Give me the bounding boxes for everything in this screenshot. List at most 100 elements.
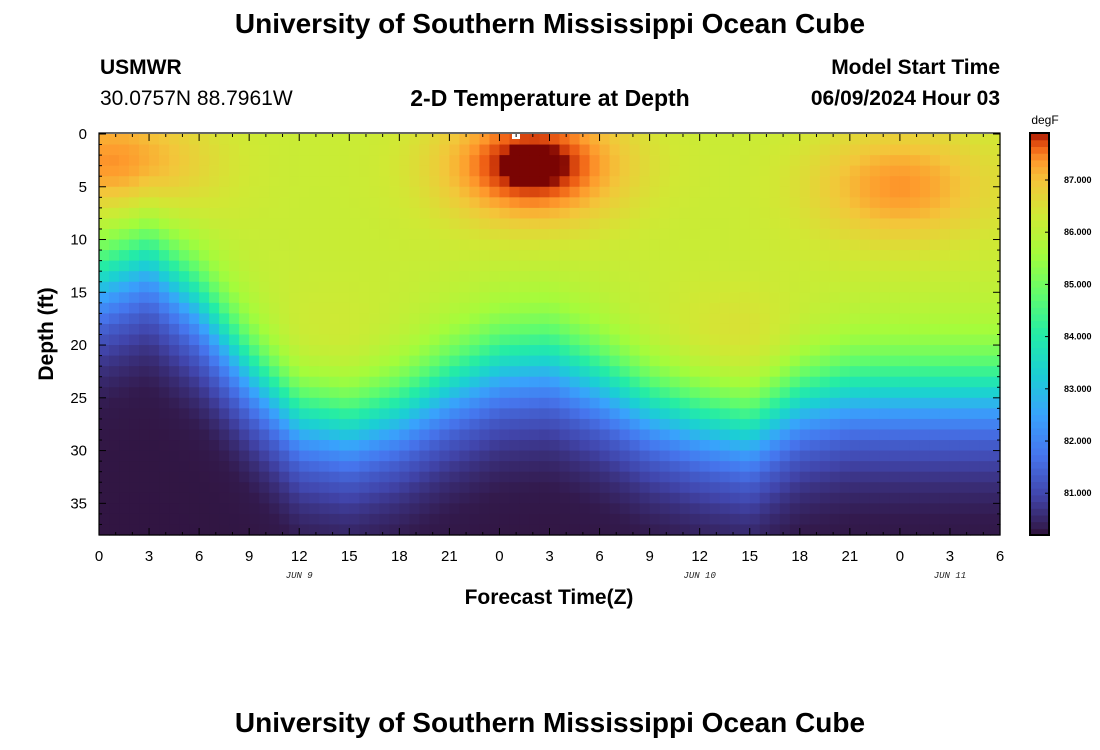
- heatmap-cell: [709, 186, 721, 198]
- heatmap-cell: [719, 292, 731, 304]
- heatmap-cell: [629, 418, 641, 431]
- heatmap-cell: [789, 197, 801, 209]
- heatmap-cell: [819, 165, 831, 177]
- heatmap-cell: [139, 492, 150, 504]
- heatmap-cell: [639, 397, 651, 409]
- heatmap-cell: [859, 492, 871, 504]
- heatmap-cell: [979, 207, 991, 220]
- heatmap-cell: [829, 376, 841, 388]
- heatmap-cell: [919, 292, 931, 304]
- colorbar-segment: [1030, 461, 1049, 469]
- heatmap-cell: [289, 440, 300, 452]
- heatmap-cell: [729, 250, 741, 262]
- heatmap-cell: [109, 376, 120, 388]
- heatmap-cell: [169, 197, 180, 209]
- heatmap-cell: [369, 482, 380, 494]
- heatmap-cell: [689, 513, 701, 526]
- heatmap-cell: [499, 482, 511, 494]
- heatmap-cell: [519, 228, 531, 241]
- heatmap-cell: [419, 134, 430, 146]
- heatmap-cell: [769, 471, 781, 483]
- heatmap-cell: [139, 313, 150, 325]
- heatmap-cell: [219, 134, 230, 146]
- heatmap-cell: [339, 355, 350, 367]
- heatmap-cell: [809, 366, 821, 378]
- x-tick-label: 21: [841, 548, 858, 565]
- heatmap-cell: [129, 228, 140, 241]
- heatmap-cell: [379, 165, 390, 177]
- colorbar-segment: [1030, 139, 1049, 147]
- heatmap-cell: [549, 387, 561, 399]
- heatmap-cell: [859, 482, 871, 494]
- heatmap-cell: [419, 239, 430, 251]
- heatmap-cell: [299, 334, 310, 346]
- heatmap-cell: [139, 376, 150, 388]
- heatmap-cell: [559, 271, 571, 283]
- heatmap-cell: [479, 134, 491, 146]
- heatmap-cell: [649, 440, 661, 452]
- heatmap-cell: [529, 292, 541, 304]
- heatmap-cell: [439, 440, 450, 452]
- heatmap-cell: [449, 228, 460, 241]
- heatmap-cell: [829, 281, 841, 293]
- heatmap-cell: [679, 260, 691, 272]
- heatmap-cell: [169, 345, 180, 357]
- heatmap-cell: [419, 281, 430, 293]
- heatmap-cell: [569, 492, 581, 504]
- heatmap-cell: [909, 165, 921, 177]
- heatmap-cell: [609, 387, 621, 399]
- heatmap-cell: [659, 134, 671, 146]
- heatmap-cell: [919, 144, 931, 156]
- heatmap-cell: [539, 134, 551, 146]
- heatmap-cell: [569, 271, 581, 283]
- heatmap-cell: [409, 366, 420, 378]
- heatmap-cell: [189, 345, 200, 357]
- heatmap-cell: [589, 503, 601, 515]
- heatmap-cell: [419, 176, 430, 188]
- heatmap-cell: [499, 355, 511, 367]
- heatmap-cell: [569, 228, 581, 241]
- heatmap-cell: [939, 397, 951, 409]
- heatmap-cell: [919, 397, 931, 409]
- heatmap-cell: [959, 134, 971, 146]
- heatmap-cell: [589, 155, 601, 167]
- heatmap-cell: [709, 239, 721, 251]
- heatmap-cell: [539, 366, 551, 378]
- heatmap-cell: [109, 418, 120, 431]
- heatmap-cell: [359, 292, 370, 304]
- heatmap-cell: [649, 250, 661, 262]
- heatmap-cell: [229, 524, 240, 536]
- heatmap-cell: [809, 292, 821, 304]
- heatmap-cell: [289, 482, 300, 494]
- heatmap-cell: [309, 239, 320, 251]
- heatmap-cell: [419, 408, 430, 420]
- heatmap-cell: [789, 313, 801, 325]
- heatmap-cell: [199, 218, 210, 230]
- heatmap-cell: [949, 239, 961, 251]
- heatmap-cell: [579, 176, 591, 188]
- heatmap-cell: [269, 313, 280, 325]
- heatmap-cell: [269, 155, 280, 167]
- heatmap-cell: [159, 239, 170, 251]
- heatmap-cell: [369, 313, 380, 325]
- heatmap-cell: [169, 387, 180, 399]
- heatmap-cell: [129, 513, 140, 526]
- heatmap-cell: [799, 134, 811, 146]
- heatmap-cell: [319, 155, 330, 167]
- heatmap-cell: [109, 408, 120, 420]
- heatmap-cell: [949, 524, 961, 536]
- heatmap-cell: [259, 482, 270, 494]
- colorbar-segment: [1030, 320, 1049, 328]
- heatmap-cell: [849, 376, 861, 388]
- heatmap-cell: [699, 176, 711, 188]
- heatmap-cell: [849, 366, 861, 378]
- heatmap-cell: [799, 228, 811, 241]
- heatmap-cell: [459, 471, 471, 483]
- heatmap-cell: [759, 408, 771, 420]
- heatmap-cell: [689, 355, 701, 367]
- heatmap-cell: [479, 271, 491, 283]
- heatmap-cell: [879, 376, 891, 388]
- heatmap-cell: [339, 250, 350, 262]
- heatmap-cell: [399, 524, 410, 536]
- heatmap-cell: [829, 302, 841, 314]
